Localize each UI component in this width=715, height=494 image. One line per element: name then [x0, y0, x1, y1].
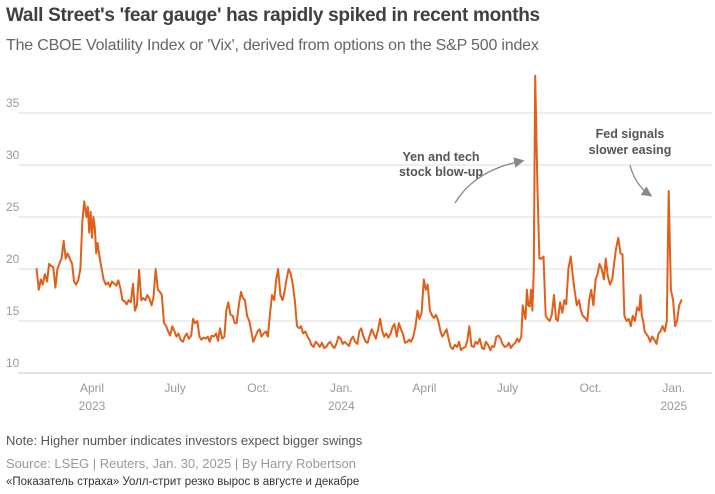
y-tick-label: 25: [6, 200, 20, 214]
annotation-yen-line1: Yen and tech: [402, 150, 479, 164]
y-tick-label: 20: [6, 252, 20, 266]
x-tick-label: Jan.: [330, 381, 353, 395]
x-tick-year-label: 2024: [328, 399, 355, 413]
y-tick-label: 15: [6, 304, 20, 318]
series-layer: [35, 74, 683, 352]
series-line-vix: [35, 74, 683, 352]
annotation-arrow-yen: [454, 157, 525, 204]
caption-russian: «Показатель страха» Уолл-стрит резко выр…: [6, 476, 360, 488]
x-tick-label: July: [164, 381, 185, 395]
chart-title: Wall Street's 'fear gauge' has rapidly s…: [6, 5, 540, 26]
x-axis-ticks: April 2023 July Oct. Jan. 2024 April July Oct. Ja…: [79, 381, 688, 413]
chart-subtitle: The CBOE Volatility Index or 'Vix', deri…: [6, 37, 539, 54]
x-tick-label: Oct.: [580, 381, 602, 395]
annotations: Yen and tech stock blow-up Fed signals s…: [399, 127, 672, 204]
annotation-fed-line2: slower easing: [589, 143, 672, 157]
gridlines: [18, 112, 712, 374]
x-tick-label: July: [497, 381, 518, 395]
source-line: Source: LSEG | Reuters, Jan. 30, 2025 | …: [6, 456, 356, 471]
annotation-fed-line1: Fed signals: [596, 127, 665, 141]
annotation-yen-line2: stock blow-up: [399, 165, 483, 179]
y-axis-ticks: 10 15 20 25 30 35: [6, 96, 20, 370]
y-tick-label: 35: [6, 96, 20, 110]
x-tick-year-label: 2025: [660, 399, 687, 413]
x-tick-year-label: 2023: [79, 399, 106, 413]
footnote: Note: Higher number indicates investors …: [6, 433, 363, 448]
y-tick-label: 30: [6, 148, 20, 162]
y-tick-label: 10: [6, 356, 20, 370]
x-tick-label: Oct.: [247, 381, 269, 395]
annotation-arrow-fed: [629, 164, 653, 197]
x-tick-label: Jan.: [662, 381, 685, 395]
x-tick-label: April: [80, 381, 104, 395]
x-tick-label: April: [412, 381, 436, 395]
